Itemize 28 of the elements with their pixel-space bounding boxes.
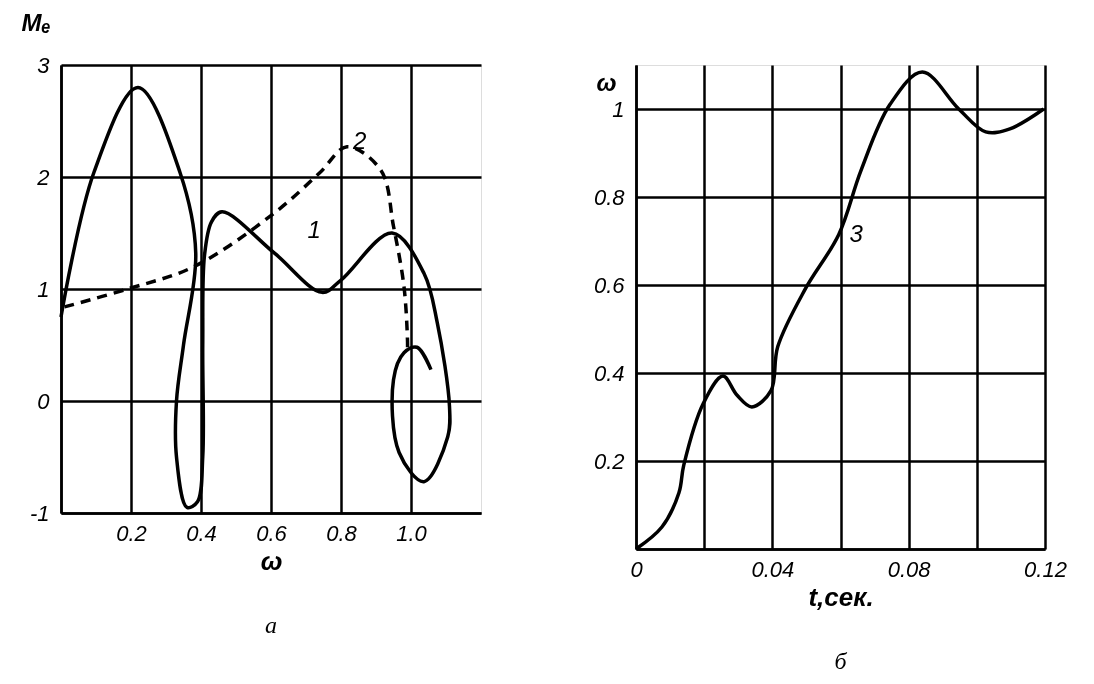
text: б bbox=[834, 648, 848, 674]
y-axis-title: ω bbox=[596, 68, 617, 96]
y-tick-label: -1 bbox=[29, 500, 50, 526]
x-tick-label: 0 bbox=[630, 556, 644, 582]
y-tick-label: 3 bbox=[37, 52, 51, 78]
x-tick-label: 0.12 bbox=[1024, 556, 1067, 582]
x-tick-label: 0.4 bbox=[186, 520, 217, 546]
y-tick-label: 1 bbox=[37, 276, 50, 302]
y-axis-title: Mₑ bbox=[21, 8, 52, 36]
x-tick-label: 0.04 bbox=[751, 556, 795, 582]
x-tick-label: 0.8 bbox=[326, 520, 358, 546]
y-tick-label: 2 bbox=[36, 164, 50, 190]
y-tick-label: 0.2 bbox=[593, 448, 625, 474]
x-tick-label: 0.6 bbox=[256, 520, 288, 546]
x-tick-label: 0.2 bbox=[116, 520, 147, 546]
y-tick-label: 0.4 bbox=[593, 360, 625, 386]
y-tick-label: 1 bbox=[612, 96, 625, 122]
x-tick-label: 0.08 bbox=[887, 556, 932, 582]
x-axis-title: ω bbox=[260, 545, 283, 576]
annotation: 3 bbox=[849, 219, 864, 247]
text: а bbox=[265, 612, 277, 638]
y-tick-label: 0 bbox=[37, 388, 51, 414]
y-tick-label: 0.8 bbox=[593, 184, 626, 210]
x-tick-label: 1.0 bbox=[396, 520, 428, 546]
x-axis-title: t,сек. bbox=[808, 581, 874, 612]
y-tick-label: 0.6 bbox=[593, 272, 626, 298]
annotation: 1 bbox=[307, 216, 321, 244]
annotation: 2 bbox=[352, 126, 367, 154]
